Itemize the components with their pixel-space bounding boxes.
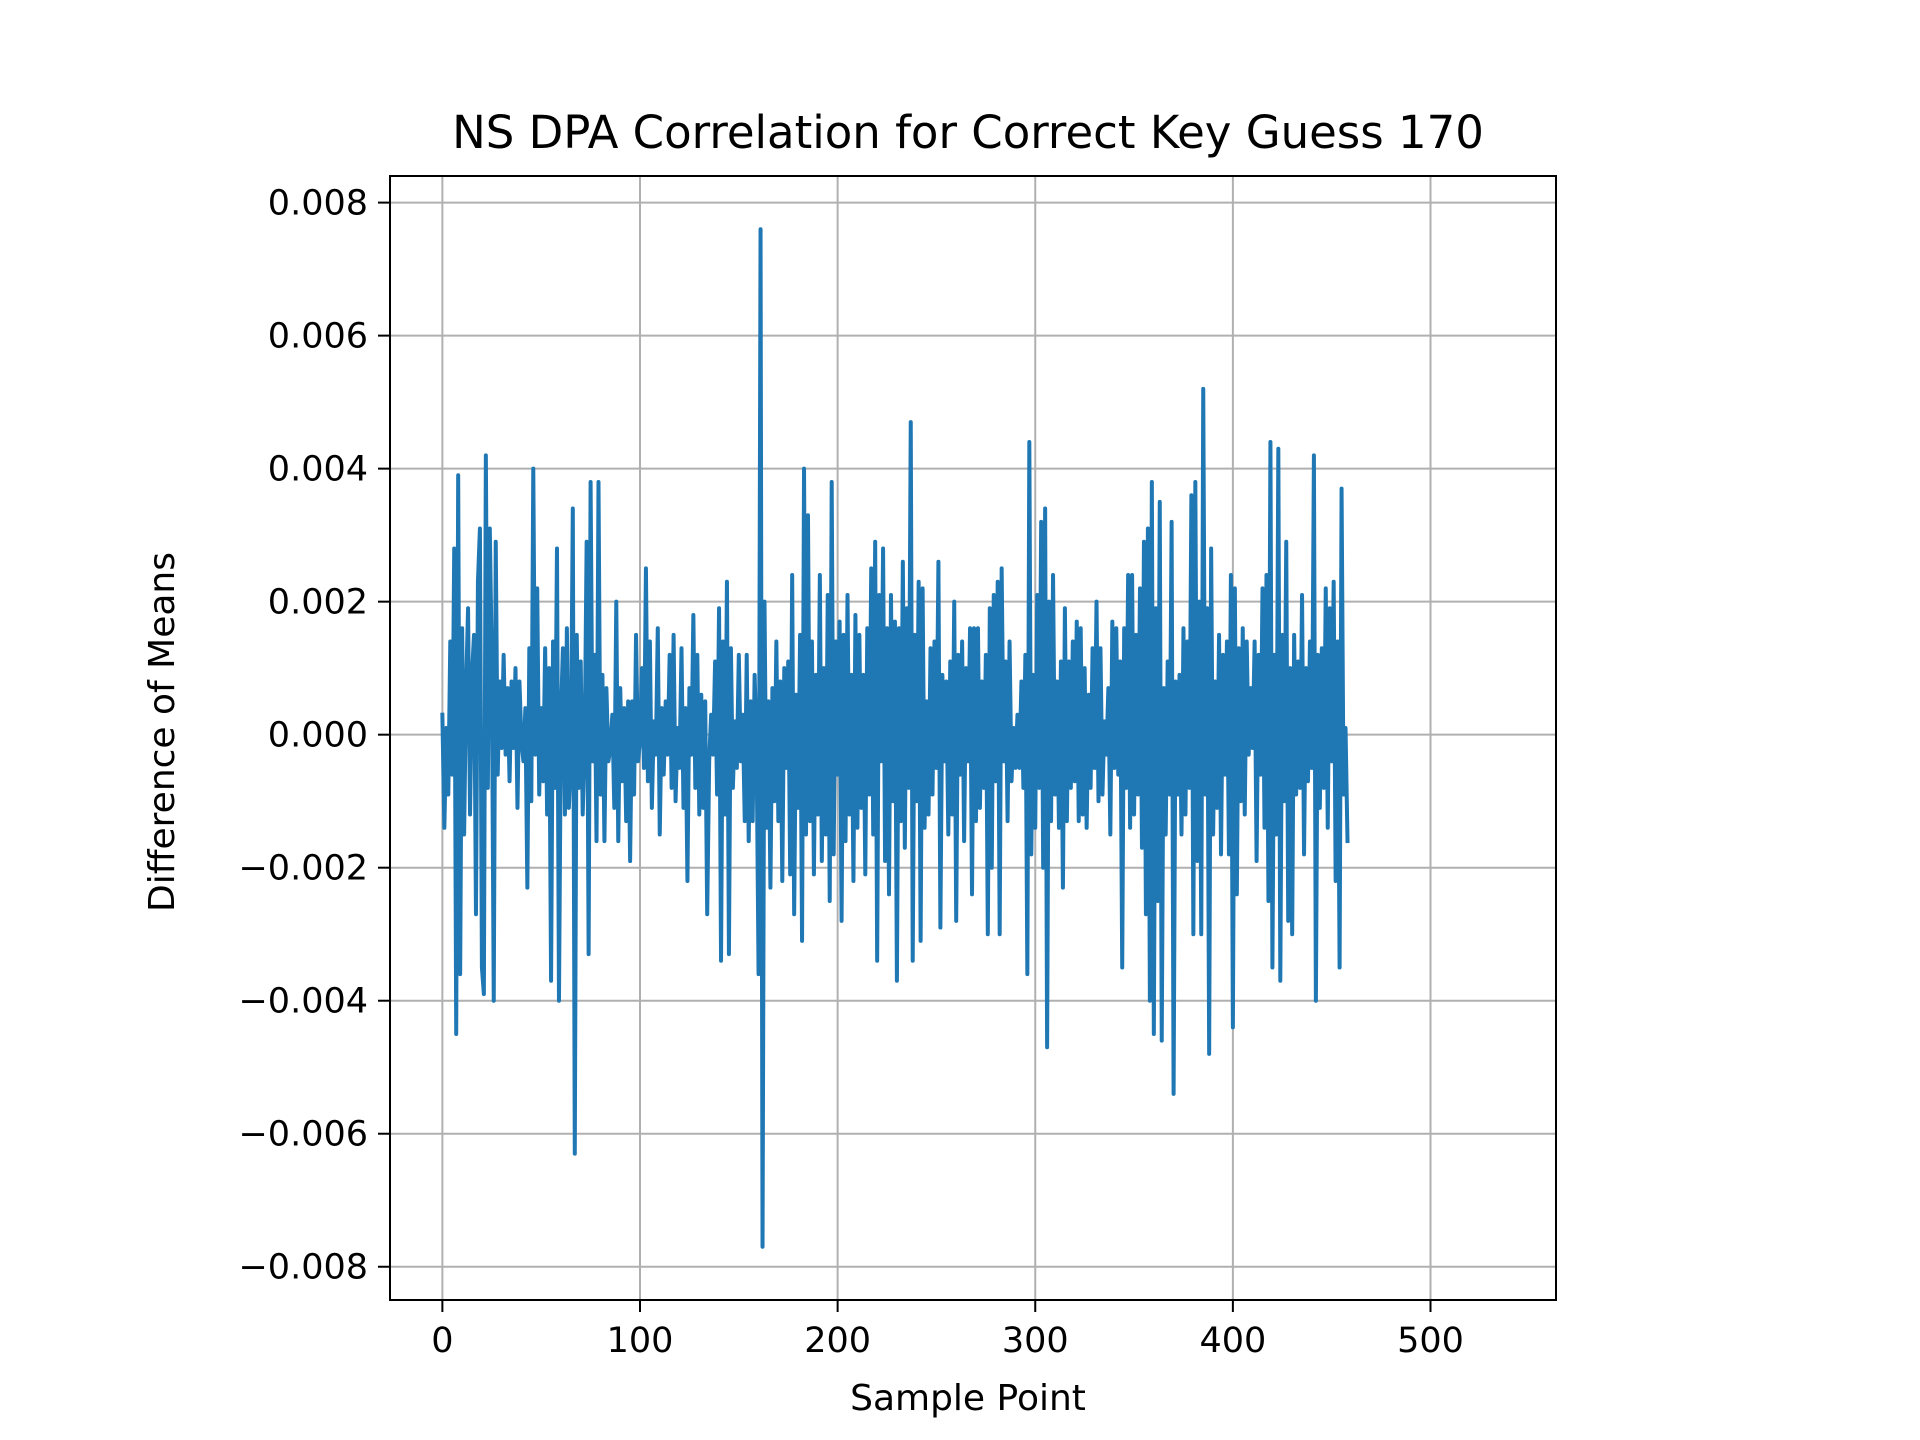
y-tick-label: −0.008	[238, 1248, 368, 1288]
y-tick-label: −0.006	[238, 1115, 368, 1155]
y-axis-ticks: −0.008 −0.006 −0.004 −0.002 0.000 0.002 0.004 0…	[238, 184, 390, 1288]
y-tick-label: 0.002	[268, 583, 368, 623]
x-tick-label: 0	[431, 1321, 453, 1361]
x-axis-ticks: 0 100 200 300 400 500	[431, 1300, 1464, 1361]
y-tick-label: −0.004	[238, 982, 368, 1022]
x-tick-label: 200	[804, 1321, 871, 1361]
chart-title: NS DPA Correlation for Correct Key Guess…	[452, 106, 1484, 159]
x-tick-label: 300	[1002, 1321, 1069, 1361]
y-tick-label: 0.008	[268, 184, 368, 224]
y-tick-label: 0.004	[268, 450, 368, 490]
plot-frame	[389, 175, 1557, 1301]
x-axis-label: Sample Point	[850, 1378, 1086, 1419]
axes-frame	[389, 175, 1557, 1301]
y-tick-label: −0.002	[238, 849, 368, 889]
y-axis-label: Difference of Means	[142, 552, 183, 912]
plot-area	[440, 227, 1350, 1249]
x-tick-label: 500	[1397, 1321, 1464, 1361]
y-tick-label: 0.000	[268, 716, 368, 756]
series-line	[440, 227, 1350, 1249]
x-tick-label: 100	[607, 1321, 674, 1361]
y-tick-label: 0.006	[268, 317, 368, 357]
x-tick-label: 400	[1199, 1321, 1266, 1361]
